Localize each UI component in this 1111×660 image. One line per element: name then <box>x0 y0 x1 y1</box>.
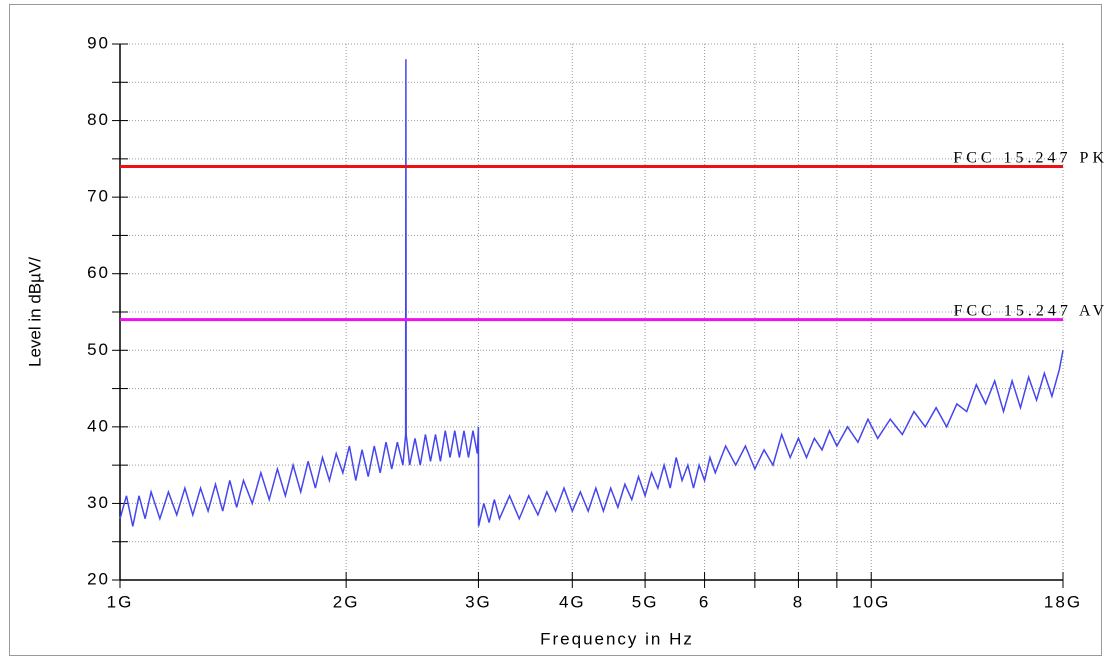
x-tick-label: 6 <box>699 592 710 611</box>
x-tick-label: 18G <box>1044 592 1082 611</box>
y-tick-label: 70 <box>87 187 110 206</box>
y-axis-label: Level in dBµV/ <box>25 257 44 367</box>
x-tick-label: 2G <box>333 592 360 611</box>
x-tick-label: 8 <box>793 592 804 611</box>
y-tick-label: 20 <box>87 569 110 588</box>
x-tick-label: 5G <box>632 592 659 611</box>
limit-label: FCC 15.247 AV <box>954 303 1108 320</box>
frame <box>9 4 1102 656</box>
x-tick-label: 10G <box>852 592 890 611</box>
y-tick-label: 90 <box>87 33 110 52</box>
limit-label: FCC 15.247 PK <box>953 150 1108 167</box>
x-tick-label: 1G <box>107 592 134 611</box>
y-tick-label: 60 <box>87 263 110 282</box>
trace <box>119 59 1064 527</box>
y-tick-label: 40 <box>87 416 110 435</box>
y-tick-label: 80 <box>87 110 110 129</box>
y-tick-label: 30 <box>87 493 110 512</box>
x-axis-label: Frequency in Hz <box>540 629 694 648</box>
y-tick-label: 50 <box>87 340 110 359</box>
x-tick-label: 4G <box>559 592 586 611</box>
x-tick-label: 3G <box>465 592 492 611</box>
